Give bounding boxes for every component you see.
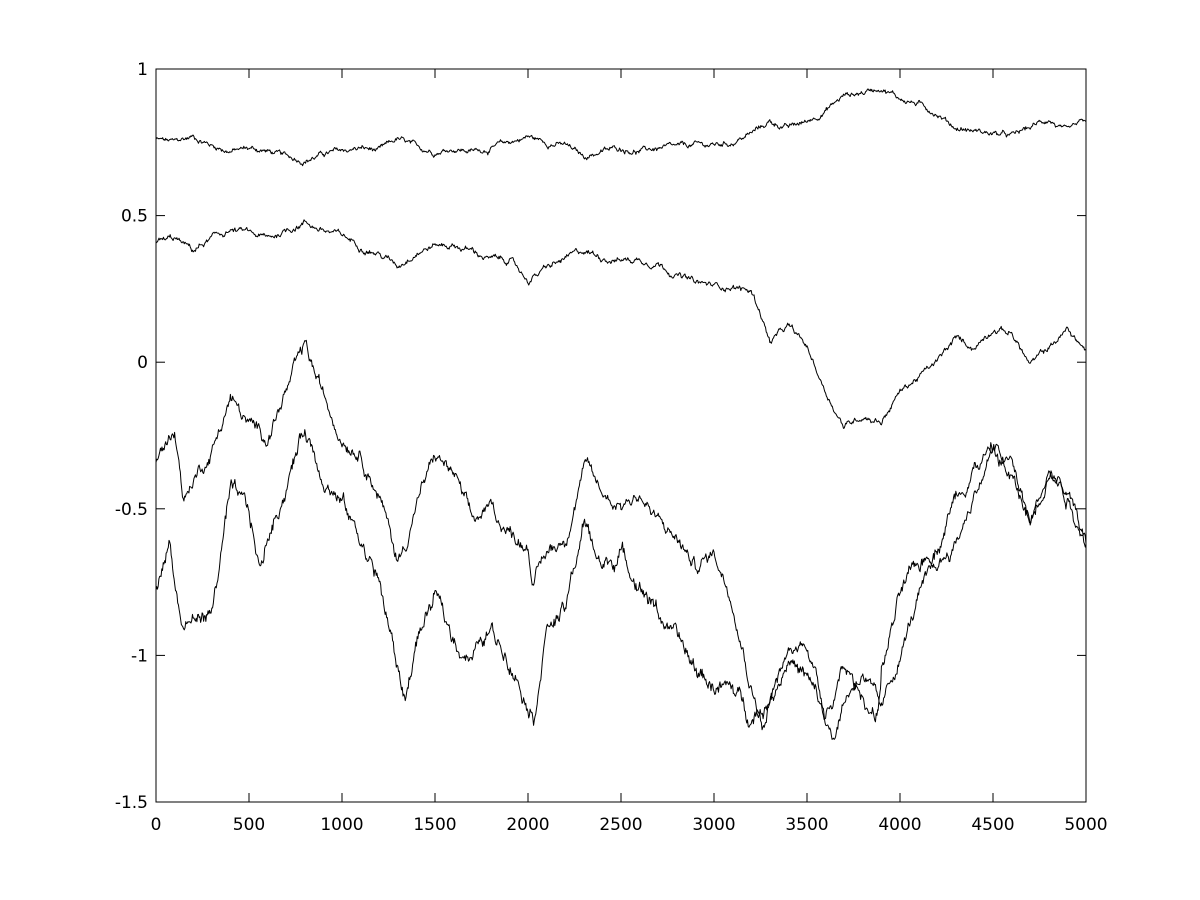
y-tick-label: 0.5	[121, 207, 148, 227]
x-tick-label: 1500	[413, 815, 456, 835]
series-line-1	[155, 88, 1087, 167]
y-tick-label: -1	[131, 646, 148, 666]
x-tick-label: 3500	[785, 815, 828, 835]
x-tick-label: 3000	[692, 815, 735, 835]
x-tick-label: 0	[151, 815, 162, 835]
y-tick-label: 0	[137, 353, 148, 373]
y-tick-label: -1.5	[115, 793, 148, 813]
x-tick-label: 4000	[878, 815, 921, 835]
x-tick-label: 4500	[971, 815, 1014, 835]
y-tick-label: 1	[137, 60, 148, 80]
axes-box	[155, 68, 1087, 803]
x-tick-label: 5000	[1064, 815, 1107, 835]
x-tick-label: 500	[233, 815, 265, 835]
series-layer	[155, 88, 1087, 740]
tick-layer	[155, 68, 1087, 803]
x-tick-label: 2500	[599, 815, 642, 835]
series-line-3	[155, 339, 1087, 740]
series-line-4	[155, 429, 1087, 728]
tick-label-layer: 0 500 1000 1500 2000 2500 3000 3500 4000 4500 5000…	[115, 60, 1108, 835]
y-tick-label: -0.5	[115, 500, 148, 520]
x-tick-label: 2000	[506, 815, 549, 835]
x-tick-label: 1000	[320, 815, 363, 835]
series-line-2	[155, 219, 1087, 429]
